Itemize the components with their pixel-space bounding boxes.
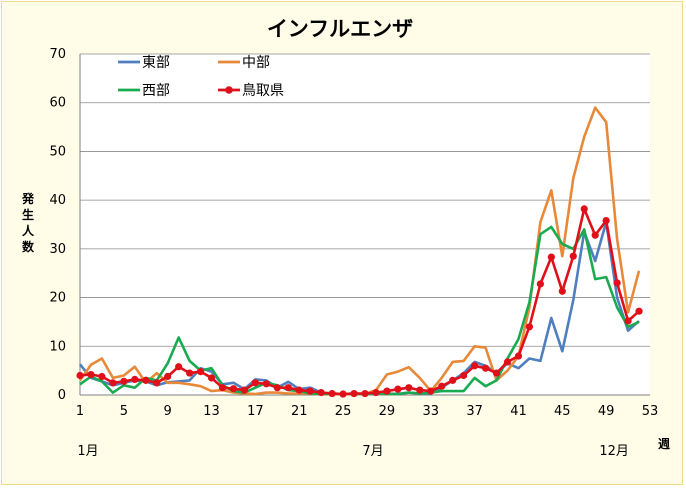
y-axis-label-char: 数: [22, 239, 35, 254]
month-label: 1月: [77, 444, 98, 459]
series-layer: [76, 106, 643, 398]
data-point: [536, 280, 544, 288]
data-point: [240, 386, 249, 394]
x-tick-label: 29: [379, 404, 396, 419]
data-point: [503, 358, 512, 366]
data-point: [547, 253, 555, 261]
month-label: 12月: [599, 444, 629, 459]
data-point: [273, 384, 281, 392]
x-unit-label: 週: [658, 436, 670, 451]
data-point: [153, 379, 161, 387]
x-tick-label: 45: [554, 404, 571, 419]
data-point: [580, 205, 588, 213]
x-tick-label: 33: [422, 404, 439, 419]
data-point: [427, 387, 435, 395]
data-point: [460, 371, 468, 380]
data-point: [218, 384, 227, 392]
y-axis-label-char: 人: [22, 223, 35, 238]
plot-background: [80, 54, 650, 395]
x-tick-label: 49: [598, 404, 615, 419]
data-point: [569, 252, 577, 260]
y-tick-label: 70: [49, 47, 66, 62]
data-point: [602, 217, 610, 225]
data-point: [317, 388, 325, 397]
data-point: [284, 384, 292, 392]
x-tick-label: 53: [642, 404, 659, 419]
data-point: [613, 279, 621, 287]
x-tick-label: 13: [203, 404, 220, 419]
data-point: [186, 369, 194, 377]
data-point: [416, 386, 424, 394]
data-point: [339, 390, 347, 398]
month-label: 7月: [362, 444, 383, 459]
data-point: [471, 362, 479, 370]
data-point: [328, 389, 336, 398]
data-point: [372, 388, 380, 397]
data-point: [350, 389, 358, 398]
data-point: [251, 379, 259, 387]
x-tick-label: 37: [466, 404, 483, 419]
x-tick-label: 5: [120, 404, 128, 419]
data-point: [109, 379, 117, 387]
data-point: [383, 387, 391, 395]
data-point: [449, 376, 457, 384]
data-point: [98, 372, 106, 381]
legend-marker: [225, 86, 233, 94]
x-tick-label: 1: [76, 404, 84, 419]
data-point: [635, 307, 643, 315]
data-point: [591, 231, 599, 239]
y-tick-label: 30: [49, 242, 66, 257]
y-axis-label-char: 生: [22, 207, 34, 222]
legend-label: 西部: [142, 83, 170, 99]
data-point: [394, 385, 402, 393]
data-point: [481, 364, 490, 372]
data-point: [87, 370, 95, 379]
plot-area: [80, 53, 650, 395]
data-point: [120, 377, 128, 385]
data-point: [262, 380, 270, 388]
legend-label: 鳥取県: [242, 83, 284, 99]
axes: 0 10 20 30 40 50 60 70 1 5 9 13 17 21 25 29 33 37 41 45 49 53: [49, 47, 658, 419]
y-tick-label: 20: [49, 291, 66, 306]
y-tick-label: 50: [49, 144, 66, 159]
data-point: [164, 372, 172, 381]
legend-label: 中部: [242, 55, 270, 71]
series-line-4: [79, 207, 640, 396]
legend-label: 東部: [142, 55, 170, 71]
y-tick-label: 40: [49, 193, 66, 208]
data-point: [558, 287, 566, 295]
data-point: [142, 376, 150, 384]
y-tick-label: 0: [58, 388, 66, 403]
data-point: [76, 371, 84, 380]
y-tick-label: 60: [49, 96, 66, 111]
y-axis-label-char: 発: [21, 191, 35, 206]
x-tick-label: 41: [510, 404, 527, 419]
y-tick-label: 10: [49, 339, 66, 354]
data-point: [438, 382, 446, 390]
data-point: [207, 374, 216, 382]
month-labels: 1月 7月 12月 週: [77, 436, 670, 459]
data-point: [229, 385, 238, 393]
data-point: [175, 363, 183, 371]
data-point: [196, 368, 205, 376]
chart-title: インフルエンザ: [267, 17, 413, 41]
data-point: [306, 387, 314, 395]
data-point: [514, 352, 523, 360]
x-tick-label: 21: [291, 404, 308, 419]
data-point: [525, 323, 534, 331]
data-point: [361, 389, 369, 398]
x-tick-label: 9: [164, 404, 172, 419]
data-point: [492, 369, 501, 377]
x-tick-label: 25: [335, 404, 352, 419]
data-point: [131, 375, 139, 384]
data-point: [624, 317, 632, 325]
data-point: [295, 386, 303, 394]
data-point: [405, 384, 413, 392]
x-tick-label: 17: [247, 404, 264, 419]
